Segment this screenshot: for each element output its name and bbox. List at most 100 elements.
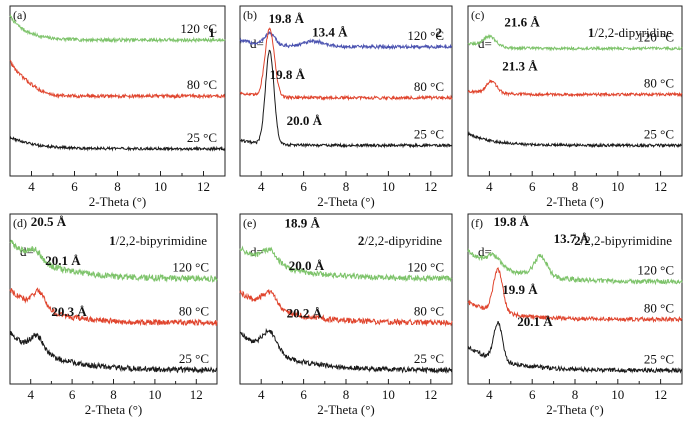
x-tick-label: 12 — [424, 387, 437, 402]
temperature-label-80C: 80 °C — [187, 77, 217, 92]
panel-letter: (e) — [243, 216, 256, 230]
temperature-label-120C: 120 °C — [637, 263, 674, 278]
series-line-120C — [239, 245, 453, 283]
x-tick-label: 4 — [258, 179, 265, 194]
x-tick-label: 4 — [486, 387, 493, 402]
series-line-80C — [239, 289, 453, 327]
panel-title-compound: 1 — [588, 25, 595, 40]
temperature-label-25C: 25 °C — [644, 351, 674, 366]
series-line-80C — [9, 287, 218, 327]
x-axis-label: 2-Theta (°) — [546, 194, 604, 209]
peak-d-spacing-label: 21.3 Å — [502, 59, 538, 74]
peak-d-spacing-label: 19.9 Å — [502, 282, 538, 297]
panel-letter: (a) — [13, 8, 26, 22]
temperature-label-25C: 25 °C — [179, 351, 209, 366]
temperature-label-80C: 80 °C — [414, 79, 444, 94]
peak-d-spacing-label: 19.8 Å — [269, 11, 305, 26]
x-tick-label: 4 — [258, 387, 265, 402]
temperature-label-25C: 25 °C — [414, 126, 444, 141]
series-line-25C — [467, 320, 683, 374]
x-tick-label: 12 — [424, 179, 437, 194]
series-line-120C — [467, 33, 683, 52]
series-line-120C — [467, 248, 683, 286]
peak-d-spacing-label: 13.4 Å — [312, 25, 348, 40]
x-tick-label: 10 — [148, 387, 161, 402]
panel-title-compound: 2 — [574, 233, 581, 248]
peak-d-spacing-label: 19.8 Å — [494, 214, 530, 229]
series-line-80C — [239, 27, 453, 102]
panel-letter: (f) — [471, 216, 483, 230]
temperature-label-80C: 80 °C — [644, 300, 674, 315]
panel-title: 1 — [209, 25, 216, 40]
panel-b: (b)2d=120 °C80 °C25 °C19.8 Å13.4 Å19.8 Å… — [239, 5, 453, 209]
x-tick-label: 6 — [300, 387, 307, 402]
temperature-label-80C: 80 °C — [179, 304, 209, 319]
x-tick-label: 6 — [69, 387, 76, 402]
peak-d-spacing-label: 20.1 Å — [45, 253, 81, 268]
panel-title: 1/2,2-dipyridine — [588, 25, 672, 40]
temperature-label-120C: 120 °C — [407, 28, 444, 43]
x-tick-label: 12 — [654, 179, 667, 194]
series-line-120C — [9, 13, 226, 44]
panel-title-ligand: /2,2-bipyrimidine — [116, 233, 208, 248]
panel-letter: (c) — [471, 8, 484, 22]
x-tick-label: 4 — [486, 179, 493, 194]
x-tick-label: 6 — [529, 179, 536, 194]
x-tick-label: 10 — [382, 179, 395, 194]
series-line-80C — [467, 267, 683, 324]
peak-d-spacing-label: 19.8 Å — [270, 67, 306, 82]
x-axis-label: 2-Theta (°) — [546, 402, 604, 417]
x-tick-label: 8 — [572, 179, 579, 194]
x-tick-label: 4 — [28, 179, 35, 194]
panel-title: 2 — [436, 25, 443, 40]
temperature-label-80C: 80 °C — [414, 303, 444, 318]
temperature-label-120C: 120 °C — [637, 29, 674, 44]
x-tick-label: 10 — [611, 179, 624, 194]
x-tick-label: 10 — [154, 179, 167, 194]
series-line-120C — [9, 239, 218, 283]
x-axis-label: 2-Theta (°) — [317, 402, 375, 417]
panel-letter: (b) — [243, 8, 257, 22]
x-tick-label: 8 — [114, 179, 121, 194]
series-line-80C — [9, 59, 226, 100]
peak-d-spacing-label: 20.5 Å — [31, 214, 67, 229]
series-line-25C — [239, 49, 453, 149]
panel-title: 1/2,2-bipyrimidine — [109, 233, 207, 248]
temperature-label-25C: 25 °C — [414, 351, 444, 366]
series-line-120C — [239, 30, 453, 51]
peak-d-spacing-label: 20.0 Å — [287, 113, 323, 128]
panel-title-compound: 2 — [358, 233, 365, 248]
peak-d-spacing-label: 20.2 Å — [287, 306, 323, 321]
x-tick-label: 8 — [343, 179, 350, 194]
x-tick-label: 12 — [190, 387, 203, 402]
x-axis-label: 2-Theta (°) — [317, 194, 375, 209]
series-line-25C — [239, 327, 453, 374]
series-line-25C — [9, 136, 226, 152]
panel-title-ligand: /2,2-dipyridine — [594, 25, 672, 40]
temperature-label-25C: 25 °C — [644, 126, 674, 141]
x-tick-label: 6 — [529, 387, 536, 402]
series-line-25C — [9, 330, 218, 375]
peak-d-spacing-label: 20.0 Å — [289, 258, 325, 273]
peak-d-spacing-label: 13.7 Å — [554, 231, 590, 246]
panel-title-ligand: /2,2-bipyrimidine — [581, 233, 673, 248]
x-axis-label: 2-Theta (°) — [85, 402, 143, 417]
temperature-label-120C: 120 °C — [172, 259, 209, 274]
x-tick-label: 12 — [197, 179, 210, 194]
peak-d-spacing-label: 20.3 Å — [51, 304, 87, 319]
panel-title-compound: 1 — [209, 25, 216, 40]
x-tick-label: 10 — [382, 387, 395, 402]
panel-title: 2/2,2-dipyridine — [358, 233, 442, 248]
temperature-label-25C: 25 °C — [187, 130, 217, 145]
panel-title-compound: 2 — [436, 25, 443, 40]
panel-title: 2/2,2-bipyrimidine — [574, 233, 672, 248]
series-line-25C — [467, 131, 683, 149]
peak-d-spacing-label: 18.9 Å — [285, 216, 321, 231]
panel-title-compound: 1 — [109, 233, 116, 248]
x-tick-label: 8 — [110, 387, 117, 402]
